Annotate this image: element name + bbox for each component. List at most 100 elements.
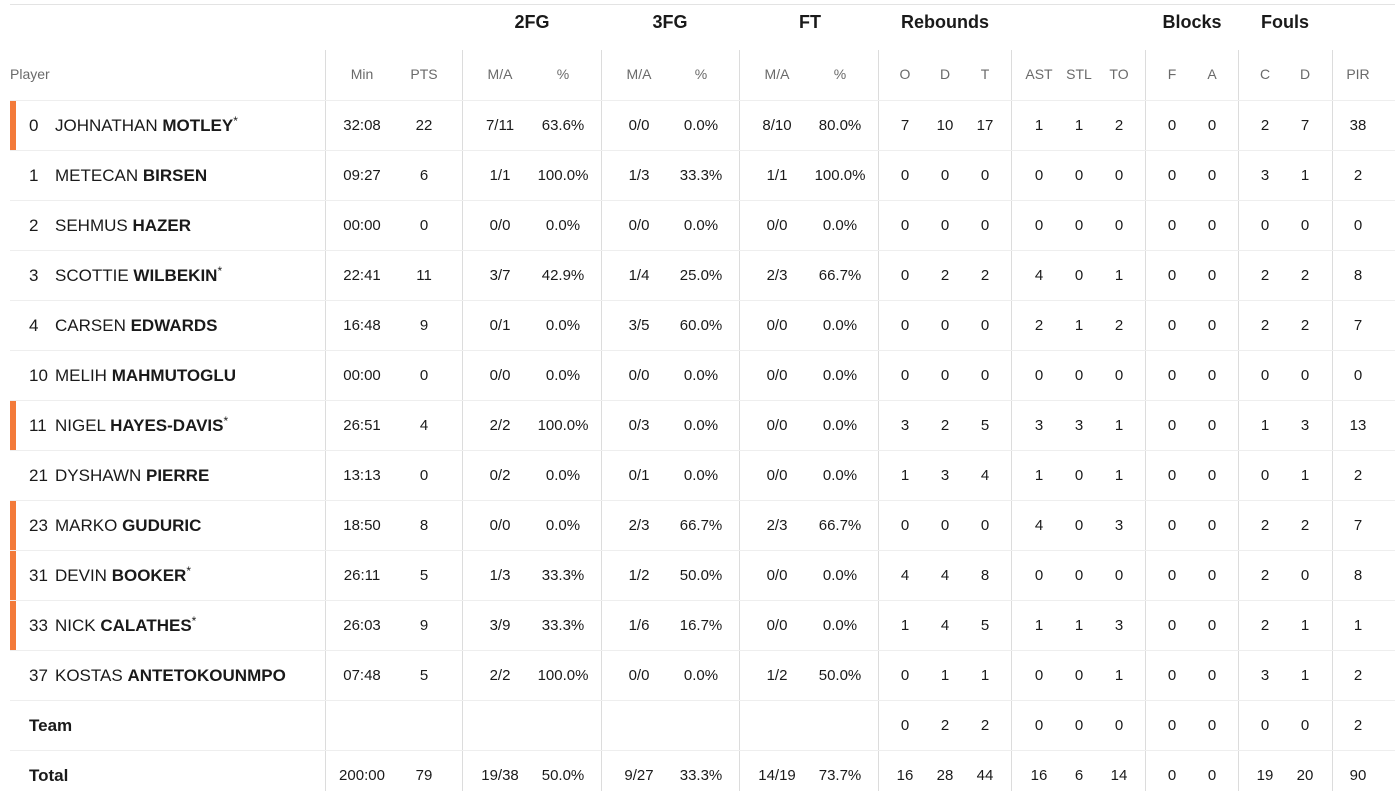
stat-cell-pts: 5: [419, 567, 429, 584]
stat-cell-ft-pct: 50.0%: [818, 667, 862, 684]
player-name-link[interactable]: 33 NICK CALATHES*: [29, 614, 196, 636]
player-name-link[interactable]: 21 DYSHAWN PIERRE: [29, 466, 209, 486]
stat-cell-pts: 6: [419, 167, 429, 184]
team-row-label: Team: [29, 716, 73, 735]
stat-cell-to: 1: [1114, 467, 1124, 484]
stat-cell-ft-ma: 2/3: [766, 517, 788, 534]
player-name-link[interactable]: 4 CARSEN EDWARDS: [29, 316, 218, 336]
stat-cell-pts: 0: [419, 467, 429, 484]
player-column-header: Player: [10, 66, 50, 82]
stat-cell-foul-d: 2: [1300, 317, 1310, 334]
column-header-blk-f[interactable]: F: [1167, 66, 1177, 82]
player-name-link[interactable]: 2 SEHMUS HAZER: [29, 216, 191, 236]
column-header-reb-d[interactable]: D: [939, 66, 951, 82]
player-row: 3 SCOTTIE WILBEKIN* 22:41 11 3/7 42.9% 1/4 25.0…: [10, 250, 1395, 301]
total-row: Total 200:00 79 19/38 50.0% 9/27 33.3% 14/19 73.…: [10, 750, 1395, 801]
starter-asterisk: *: [233, 114, 238, 128]
player-name-link[interactable]: 0 JOHNATHAN MOTLEY*: [29, 114, 238, 136]
stat-cell-fg3-pct: 0.0%: [683, 117, 719, 134]
stat-cell-stl: 0: [1074, 217, 1084, 234]
player-first-name: SCOTTIE: [55, 266, 129, 285]
stat-cell-fg3-ma: 0/0: [628, 667, 650, 684]
stat-cell-to: 3: [1114, 617, 1124, 634]
stat-cell-min: 26:51: [343, 417, 381, 434]
stat-cell-blk-f: 0: [1167, 417, 1177, 434]
column-header-fg2-pct[interactable]: %: [556, 66, 570, 82]
jersey-number: 21: [29, 466, 48, 485]
column-header-fg3-pct[interactable]: %: [694, 66, 708, 82]
stat-cell-pts: 0: [419, 367, 429, 384]
stat-cell-fg2-ma: 3/9: [489, 617, 511, 634]
player-name-link[interactable]: 10 MELIH MAHMUTOGLU: [29, 366, 236, 386]
stat-cell-blk-a: 0: [1207, 367, 1217, 384]
stat-cell-fg3-pct: 33.3%: [679, 167, 723, 184]
stat-cell-foul-d: 1: [1300, 167, 1310, 184]
jersey-number: 33: [29, 616, 48, 635]
column-header-pir[interactable]: PIR: [1346, 66, 1370, 82]
stat-cell-min: 200:00: [339, 767, 385, 784]
stat-cell-fg2-ma: 2/2: [489, 417, 511, 434]
column-header-ast[interactable]: AST: [1025, 66, 1053, 82]
column-header-foul-d[interactable]: D: [1299, 66, 1311, 82]
column-header-fg2-ma[interactable]: M/A: [487, 66, 513, 82]
player-name-link[interactable]: 31 DEVIN BOOKER*: [29, 564, 191, 586]
column-header-blk-a[interactable]: A: [1207, 66, 1217, 82]
stat-cell-fg2-pct: 50.0%: [541, 767, 585, 784]
column-header-reb-o[interactable]: O: [899, 66, 911, 82]
player-last-name: BIRSEN: [142, 166, 208, 185]
column-header-to[interactable]: TO: [1109, 66, 1129, 82]
group-header-2fg: 2FG: [514, 12, 550, 32]
stat-cell-reb-t: 17: [976, 117, 994, 134]
player-row: 21 DYSHAWN PIERRE 13:13 0 0/2 0.0% 0/1 0.0% 0/0 0…: [10, 450, 1395, 501]
stat-cell-ft-pct: 0.0%: [822, 367, 858, 384]
player-name-link[interactable]: 37 KOSTAS ANTETOKOUNMPO: [29, 666, 286, 686]
column-header-ft-ma[interactable]: M/A: [764, 66, 790, 82]
stat-cell-foul-d: 1: [1300, 467, 1310, 484]
stat-cell-reb-t: 44: [976, 767, 994, 784]
stat-cell-fg3-pct: 0.0%: [683, 467, 719, 484]
stat-cell-stl: 0: [1074, 567, 1084, 584]
stat-cell-ft-ma: 0/0: [766, 317, 788, 334]
stat-cell-ast: 2: [1034, 317, 1044, 334]
column-header-foul-c[interactable]: C: [1259, 66, 1271, 82]
column-header-reb-t[interactable]: T: [980, 66, 990, 82]
player-first-name: METECAN: [55, 166, 139, 185]
player-last-name: GUDURIC: [122, 516, 202, 535]
player-name-link[interactable]: 11 NIGEL HAYES-DAVIS*: [29, 414, 228, 436]
stat-cell-foul-d: 0: [1300, 367, 1310, 384]
stat-cell-blk-f: 0: [1167, 217, 1177, 234]
stat-cell-fg2-pct: 100.0%: [537, 667, 589, 684]
stat-cell-reb-t: 5: [980, 617, 990, 634]
stat-cell-blk-f: 0: [1167, 167, 1177, 184]
stat-cell-ast: 1: [1034, 117, 1044, 134]
column-header-ft-pct[interactable]: %: [833, 66, 847, 82]
stat-cell-foul-d: 1: [1300, 617, 1310, 634]
player-name-link[interactable]: 1 METECAN BIRSEN: [29, 166, 207, 186]
stat-cell-pir: 2: [1353, 667, 1363, 684]
stat-cell-foul-c: 2: [1260, 567, 1270, 584]
jersey-number: 23: [29, 516, 48, 535]
player-name-link[interactable]: 23 MARKO GUDURIC: [29, 516, 201, 536]
column-divider: [462, 50, 463, 791]
column-header-min[interactable]: Min: [350, 66, 374, 82]
stat-cell-fg2-ma: 0/2: [489, 467, 511, 484]
stat-cell-ft-pct: 100.0%: [814, 167, 866, 184]
column-header-stl[interactable]: STL: [1066, 66, 1092, 82]
stat-cell-reb-d: 4: [940, 567, 950, 584]
stat-cell-to: 2: [1114, 317, 1124, 334]
column-header-pts[interactable]: PTS: [410, 66, 438, 82]
player-name-link[interactable]: 3 SCOTTIE WILBEKIN*: [29, 264, 222, 286]
column-header-fg3-ma[interactable]: M/A: [626, 66, 652, 82]
stat-cell-reb-t: 0: [980, 517, 990, 534]
stat-cell-ft-ma: 0/0: [766, 617, 788, 634]
stat-cell-ft-pct: 0.0%: [822, 467, 858, 484]
stat-cell-fg3-ma: 1/6: [628, 617, 650, 634]
stat-cell-min: 07:48: [343, 667, 381, 684]
stat-cell-fg3-pct: 25.0%: [679, 267, 723, 284]
jersey-number: 11: [29, 416, 47, 435]
stat-cell-ast: 0: [1034, 217, 1044, 234]
stat-cell-ast: 0: [1034, 667, 1044, 684]
stat-cell-blk-f: 0: [1167, 717, 1177, 734]
stat-cell-ast: 4: [1034, 517, 1044, 534]
stat-cell-fg3-pct: 66.7%: [679, 517, 723, 534]
